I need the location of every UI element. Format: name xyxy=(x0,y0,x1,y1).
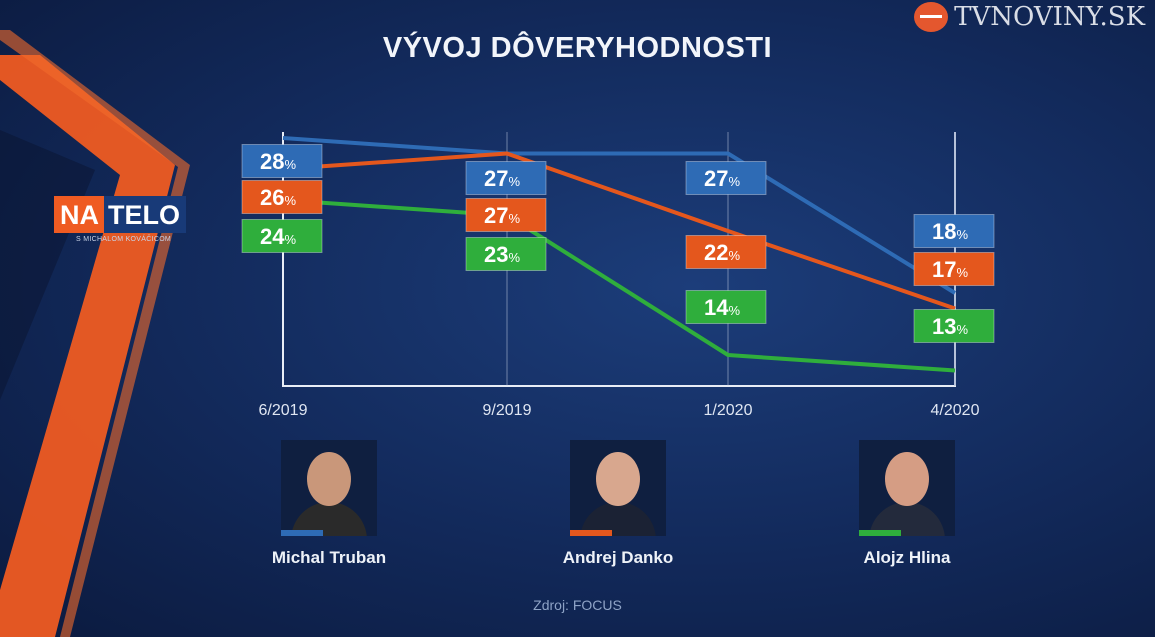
show-logo-subtitle: S MICHALOM KOVÁČICOM xyxy=(76,236,172,243)
data-label-bg xyxy=(241,144,323,178)
legend-item-truban: Michal Truban xyxy=(254,440,404,568)
tvnoviny-logo-icon xyxy=(914,2,949,32)
avatar-truban xyxy=(281,440,377,536)
data-label: 13% xyxy=(932,314,968,339)
data-label-box: 28% xyxy=(241,144,323,178)
legend-label-danko: Andrej Danko xyxy=(562,548,674,567)
data-label: 18% xyxy=(932,219,968,244)
data-label-bg xyxy=(241,180,323,214)
data-label-bg xyxy=(465,161,547,195)
legend: Michal Truban Andrej Danko Alojz Hlina xyxy=(0,440,1155,580)
data-label-bg xyxy=(685,290,767,324)
avatar-head xyxy=(885,452,929,506)
data-label-box: 23% xyxy=(465,237,547,271)
legend-label-truban: Michal Truban xyxy=(271,548,387,567)
avatar-head xyxy=(307,452,351,506)
data-label: 28% xyxy=(260,149,296,174)
data-label-bg xyxy=(685,235,767,269)
avatar-hlina xyxy=(859,440,955,536)
series-line-1 xyxy=(282,151,956,311)
legend-item-danko: Andrej Danko xyxy=(543,440,693,568)
data-label-box: 14% xyxy=(685,290,767,324)
data-label-bg xyxy=(465,237,547,271)
data-label-box: 27% xyxy=(465,161,547,195)
data-label-bg xyxy=(465,198,547,232)
avatar-head xyxy=(596,452,640,506)
data-label-bg xyxy=(913,214,995,248)
avatar-danko xyxy=(570,440,666,536)
data-label: 27% xyxy=(484,166,520,191)
x-tick-label: 6/2019 xyxy=(259,402,308,419)
data-label-box: 13% xyxy=(913,309,995,343)
data-label-box: 18% xyxy=(913,214,995,248)
data-label: 23% xyxy=(484,242,520,267)
data-label: 22% xyxy=(704,240,740,265)
data-label-box: 24% xyxy=(241,219,323,253)
legend-swatch-truban xyxy=(281,530,323,536)
x-tick-label: 4/2020 xyxy=(931,402,980,419)
legend-item-hlina: Alojz Hlina xyxy=(832,440,982,568)
data-label-box: 22% xyxy=(685,235,767,269)
show-logo-telo: TELO xyxy=(104,196,186,233)
brand-logo: TVNOVINY.SK xyxy=(914,2,1145,32)
data-label-box: 17% xyxy=(913,252,995,286)
series-line-2 xyxy=(282,198,956,373)
show-logo: NA TELO S MICHALOM KOVÁČICOM xyxy=(54,196,200,243)
data-label-bg xyxy=(241,219,323,253)
x-tick-label: 9/2019 xyxy=(483,402,532,419)
data-label: 26% xyxy=(260,185,296,210)
legend-swatch-hlina xyxy=(859,530,901,536)
data-label-bg xyxy=(685,161,767,195)
source-note: Zdroj: FOCUS xyxy=(533,597,622,613)
series-line-0 xyxy=(282,136,957,295)
legend-label-hlina: Alojz Hlina xyxy=(863,548,951,567)
data-label: 24% xyxy=(260,224,296,249)
data-label-box: 26% xyxy=(241,180,323,214)
data-label-bg xyxy=(913,252,995,286)
x-tick-label: 1/2020 xyxy=(704,402,753,419)
chart-title: VÝVOJ DÔVERYHODNOSTI xyxy=(382,32,773,64)
legend-swatch-danko xyxy=(570,530,612,536)
data-label: 27% xyxy=(704,166,740,191)
data-label-box: 27% xyxy=(465,198,547,232)
show-logo-na: NA xyxy=(54,196,104,233)
data-label: 27% xyxy=(484,203,520,228)
data-label-box: 27% xyxy=(685,161,767,195)
brand-text: TVNOVINY.SK xyxy=(954,2,1145,32)
data-label: 14% xyxy=(704,295,740,320)
data-label: 17% xyxy=(932,257,968,282)
data-label-bg xyxy=(913,309,995,343)
